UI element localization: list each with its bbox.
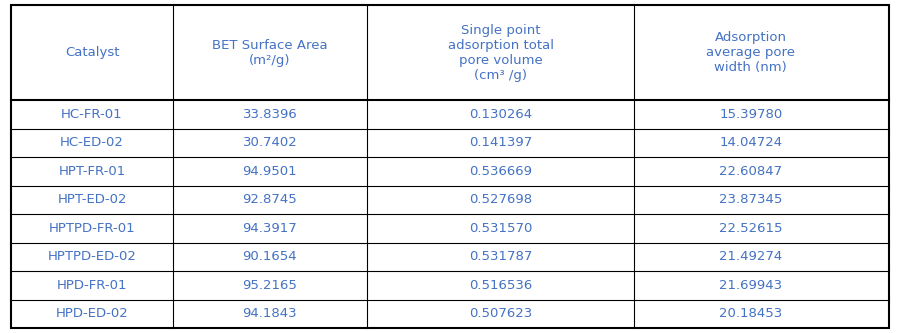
Text: 95.2165: 95.2165: [242, 279, 297, 292]
Text: 0.141397: 0.141397: [469, 137, 532, 150]
Text: 0.507623: 0.507623: [469, 307, 532, 320]
Text: 0.531787: 0.531787: [469, 250, 532, 263]
Text: 21.49274: 21.49274: [719, 250, 782, 263]
Text: 15.39780: 15.39780: [719, 108, 782, 121]
Text: 23.87345: 23.87345: [719, 193, 782, 206]
Text: 94.9501: 94.9501: [243, 165, 297, 178]
Text: 22.52615: 22.52615: [719, 222, 783, 235]
Text: Adsorption
average pore
width (nm): Adsorption average pore width (nm): [706, 31, 796, 74]
Text: 33.8396: 33.8396: [243, 108, 297, 121]
Text: 92.8745: 92.8745: [243, 193, 297, 206]
Text: 0.536669: 0.536669: [469, 165, 532, 178]
Text: HPD-FR-01: HPD-FR-01: [57, 279, 127, 292]
Text: 20.18453: 20.18453: [719, 307, 782, 320]
Text: Single point
adsorption total
pore volume
(cm³ /g): Single point adsorption total pore volum…: [447, 24, 554, 82]
Text: Catalyst: Catalyst: [65, 46, 120, 59]
Text: HPT-ED-02: HPT-ED-02: [58, 193, 127, 206]
Text: HC-ED-02: HC-ED-02: [60, 137, 124, 150]
Text: BET Surface Area
(m²/g): BET Surface Area (m²/g): [212, 39, 328, 67]
Text: 94.3917: 94.3917: [243, 222, 297, 235]
Text: 0.516536: 0.516536: [469, 279, 532, 292]
Text: 0.527698: 0.527698: [469, 193, 532, 206]
Text: HPD-ED-02: HPD-ED-02: [56, 307, 129, 320]
Text: 94.1843: 94.1843: [243, 307, 297, 320]
Text: 0.130264: 0.130264: [469, 108, 532, 121]
Text: 14.04724: 14.04724: [719, 137, 782, 150]
Text: 30.7402: 30.7402: [243, 137, 297, 150]
Text: 21.69943: 21.69943: [719, 279, 782, 292]
Text: HPTPD-ED-02: HPTPD-ED-02: [48, 250, 137, 263]
Text: HPT-FR-01: HPT-FR-01: [58, 165, 126, 178]
Text: 22.60847: 22.60847: [719, 165, 782, 178]
Text: 0.531570: 0.531570: [469, 222, 532, 235]
Text: 90.1654: 90.1654: [243, 250, 297, 263]
Text: HPTPD-FR-01: HPTPD-FR-01: [49, 222, 135, 235]
Text: HC-FR-01: HC-FR-01: [61, 108, 123, 121]
